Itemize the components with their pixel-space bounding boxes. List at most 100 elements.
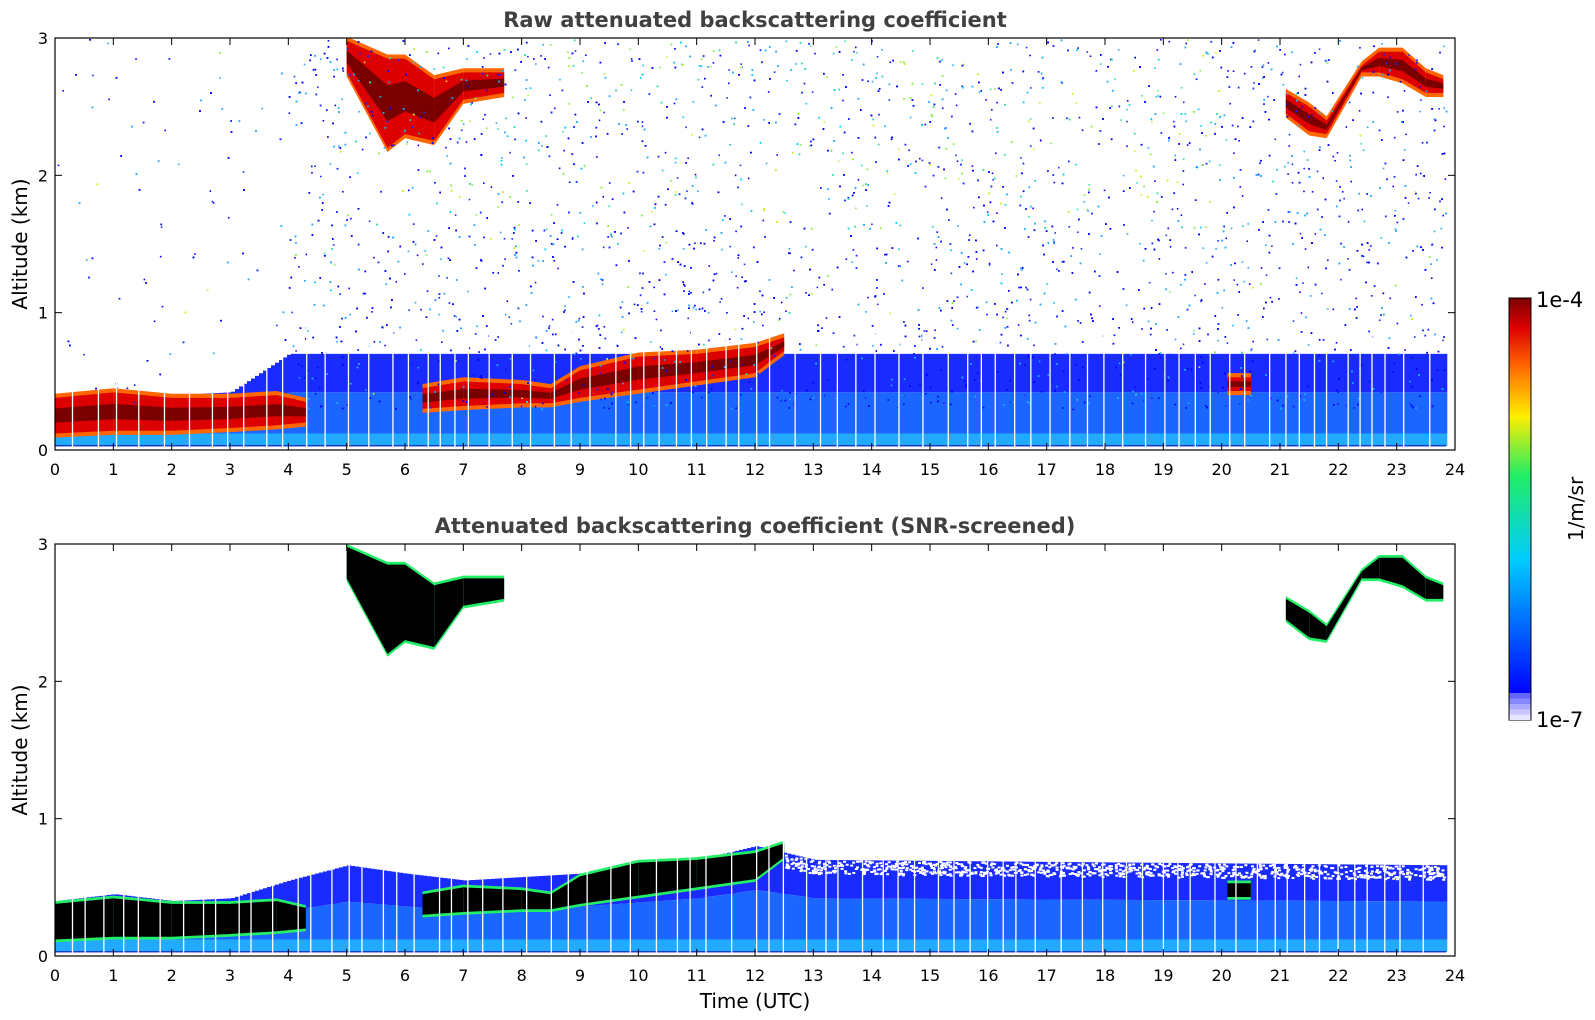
noise-pixel (837, 160, 840, 163)
low-cloud-core (171, 406, 230, 421)
noise-pixel (1141, 328, 1143, 330)
noise-pixel (1182, 183, 1185, 186)
noise-pixel (1382, 167, 1385, 170)
bl-cell-mid (1411, 392, 1416, 434)
bl-cell-low (1303, 433, 1308, 446)
bl-cell-upper (255, 375, 260, 406)
bl-cell-upper (1103, 353, 1108, 393)
noise-pixel (642, 64, 644, 67)
bl-cell-low (975, 433, 980, 446)
bl-cell-low (691, 433, 696, 446)
noise-pixel (1165, 272, 1167, 275)
low-cloud-core (580, 366, 639, 390)
bl-cell-mid (1371, 392, 1376, 434)
bl-cell-upper (295, 353, 300, 393)
noise-pixel (365, 389, 367, 391)
noise-pixel (710, 65, 712, 68)
bl-cell-mid (439, 392, 444, 434)
noise-pixel (553, 259, 556, 262)
bl-cell-mid (699, 392, 704, 434)
bl-cell-upper (847, 353, 852, 393)
bl-cell-mid (1127, 392, 1132, 434)
noise-pixel (1023, 394, 1026, 396)
bl-cell-low (1295, 433, 1300, 446)
bl-cell-low (795, 433, 800, 446)
noise-pixel (950, 272, 953, 275)
bl-cell-upper (1191, 353, 1196, 393)
noise-pixel (1287, 173, 1289, 175)
bl-cell-low (779, 433, 784, 446)
noise-pixel (1335, 180, 1338, 182)
bl-cell-low (1167, 433, 1172, 446)
noise-pixel (1260, 267, 1263, 269)
bl-cell-low (799, 433, 804, 446)
noise-pixel (851, 261, 854, 263)
bl-cell-low (251, 433, 256, 446)
noise-pixel (1281, 71, 1284, 74)
noise-pixel (1311, 191, 1314, 193)
bl-cell-mid (915, 392, 920, 434)
noise-pixel (295, 350, 297, 352)
noise-pixel (741, 276, 743, 279)
bl-cell-mid (843, 392, 848, 434)
bl-cell-low (1391, 433, 1396, 446)
bl-cell-mid (1271, 392, 1276, 434)
noise-pixel (1153, 67, 1156, 70)
bl-cell-upper (399, 353, 404, 393)
noise-pixel (528, 345, 531, 347)
bl-cell-upper (563, 353, 568, 393)
bl-cell-upper (1011, 353, 1016, 393)
noise-pixel (1303, 150, 1305, 153)
bl-cell-low (991, 433, 996, 446)
bl-cell-low (91, 433, 96, 446)
noise-pixel (1334, 159, 1336, 162)
bl-cell-low (675, 433, 680, 446)
noise-pixel (676, 369, 679, 372)
bl-cell-low (567, 433, 572, 446)
bl-cell-low (639, 433, 644, 446)
bl-cell-upper (1107, 353, 1112, 393)
bl-cell-low (235, 433, 240, 446)
noise-pixel (952, 64, 954, 67)
bl-cell-upper (943, 353, 948, 393)
bl-cell-upper (1375, 353, 1380, 393)
bl-cell-mid (1359, 392, 1364, 434)
bl-cell-mid (1055, 392, 1060, 434)
bl-cell-low (1043, 433, 1048, 446)
noise-pixel (713, 239, 715, 242)
noise-pixel (471, 102, 473, 104)
noise-pixel (417, 366, 420, 369)
noise-pixel (913, 353, 915, 355)
bl-cell-upper (807, 353, 812, 393)
noise-pixel (826, 378, 829, 381)
bl-cell-low (667, 433, 672, 446)
bl-cell-low (943, 433, 948, 446)
bl-cell-mid (963, 392, 968, 434)
bl-cell-mid (759, 392, 764, 434)
bl-cell-upper (447, 353, 452, 393)
noise-pixel (767, 91, 770, 93)
bl-cell-low (427, 433, 432, 446)
noise-pixel (961, 85, 963, 87)
noise-pixel (349, 382, 352, 385)
bl-cell-upper (1311, 353, 1316, 393)
noise-pixel (1032, 148, 1035, 150)
bl-cell-mid (411, 392, 416, 434)
bl-cell-upper (307, 353, 312, 393)
bl-cell-low (423, 433, 428, 446)
bl-cell-upper (1411, 353, 1416, 393)
bl-cell-mid (1279, 392, 1284, 434)
raw-backscatter-panel: Raw attenuated backscattering coefficien… (8, 8, 1465, 479)
noise-pixel (1396, 111, 1399, 113)
noise-pixel (413, 48, 415, 50)
noise-pixel (1185, 120, 1188, 123)
bl-cell-low (1159, 433, 1164, 446)
noise-pixel (608, 182, 611, 184)
noise-pixel (521, 397, 524, 400)
noise-pixel (1254, 49, 1256, 52)
bl-cell-low (899, 433, 904, 446)
noise-pixel (1405, 133, 1407, 136)
bl-cell-mid (379, 392, 384, 434)
noise-pixel (550, 214, 553, 216)
noise-pixel (595, 221, 598, 224)
